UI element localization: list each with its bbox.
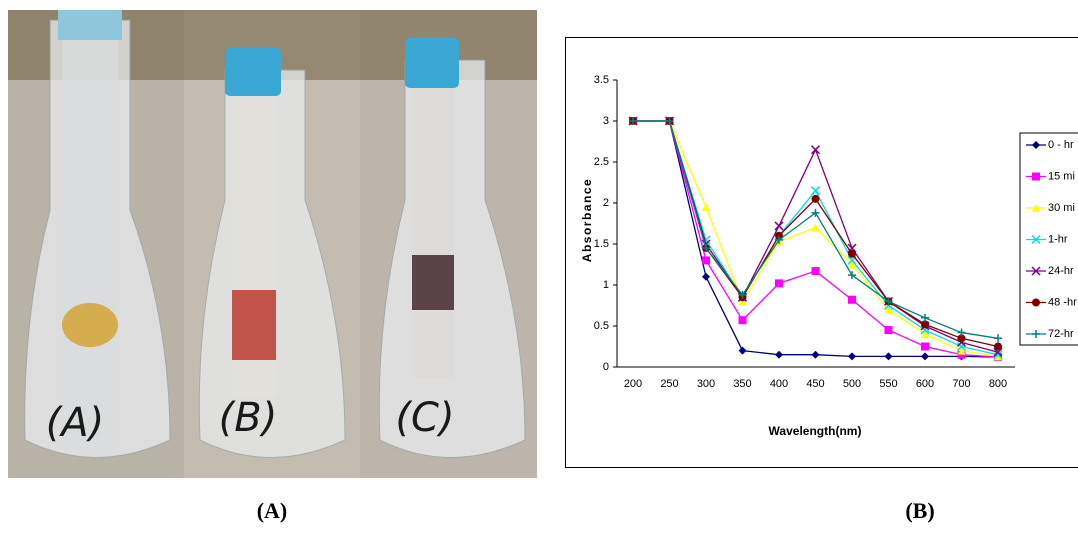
x-tick-label: 450 [806,378,824,390]
photo-label: (B) [219,395,278,441]
marker [811,223,820,232]
legend-label: 48 -hr [1048,296,1077,308]
x-tick-label: 700 [952,378,970,390]
x-axis-label: Wavelength(nm) [769,424,862,438]
marker [956,341,967,352]
marker [848,249,856,258]
sample [232,290,276,360]
x-tick-label: 200 [624,378,642,390]
x-tick-label: 500 [843,378,861,390]
x-tick-label: 600 [916,378,934,390]
marker [994,342,1002,351]
x-tick-label: 250 [660,378,678,390]
y-tick-label: 2 [603,197,609,209]
legend-label: 30 mi [1048,202,1075,214]
caption: (B) [905,498,934,523]
marker [738,316,747,325]
marker [738,297,747,306]
legend-label: 1-hr [1048,233,1068,245]
marker [811,208,820,217]
marker [738,346,747,355]
legend-label: 24-hr [1048,265,1074,277]
x-tick-label: 350 [733,378,751,390]
sample [62,303,118,347]
marker [665,117,674,125]
y-axis-label: Absorbance [580,178,594,262]
flask-cap [58,10,122,40]
marker [1031,234,1041,245]
marker [1032,172,1040,181]
x-tick-label: 400 [770,378,788,390]
marker [702,203,710,212]
y-tick-label: 3.5 [594,74,609,86]
x-tick-label: 550 [879,378,897,390]
marker [1032,141,1040,149]
marker [884,326,893,335]
sample [412,255,454,310]
marker [848,352,856,361]
marker [848,260,856,269]
chart-frame [565,37,1078,468]
marker [629,117,637,125]
marker [884,297,893,306]
flask-cap [405,38,459,88]
marker [810,186,821,196]
marker [702,244,710,253]
marker [702,256,710,265]
marker [848,295,856,304]
marker [884,352,893,361]
marker [993,347,1003,357]
marker [775,235,783,244]
photo-label: (A) [46,400,105,446]
marker [921,352,929,361]
marker [774,221,784,231]
marker [884,305,893,314]
marker [957,334,966,343]
marker [921,342,929,351]
marker [811,194,820,203]
marker [921,313,929,322]
y-tick-label: 0.5 [594,320,609,332]
marker [957,328,966,337]
marker [921,320,929,329]
x-tick-label: 300 [697,378,715,390]
marker [810,145,821,155]
chart: Absorbance Wavelength(nm) 0 0.5 1 1.5 2 2.5 3 3… [580,74,1078,438]
legend-label: 15 mi [1048,170,1075,182]
tube [62,40,118,450]
caption: (A) [257,498,288,523]
tube [412,88,454,378]
flask-cap [225,48,281,96]
marker [848,271,856,280]
marker [775,350,783,359]
x-tick-label: 800 [989,378,1007,390]
legend-label: 0 - hr [1048,139,1074,151]
y-tick-label: 0 [603,361,609,373]
marker [702,272,710,281]
marker [811,350,820,359]
marker [957,350,966,359]
marker [1031,266,1041,276]
photo-label: (C) [395,395,454,441]
marker [921,330,929,339]
photo: (A) (B) (C) [8,10,537,478]
y-tick-label: 3 [603,115,609,127]
y-tick-label: 2.5 [594,156,609,168]
y-tick-label: 1 [603,279,609,291]
marker [1032,298,1040,307]
legend-label: 72-hr [1048,328,1074,340]
marker [957,346,966,355]
marker [775,279,783,288]
marker [738,290,747,299]
y-tick-label: 1.5 [594,238,609,250]
marker [994,352,1002,361]
marker [994,334,1002,343]
marker [1032,204,1040,212]
marker [811,267,820,276]
marker [1032,330,1040,338]
